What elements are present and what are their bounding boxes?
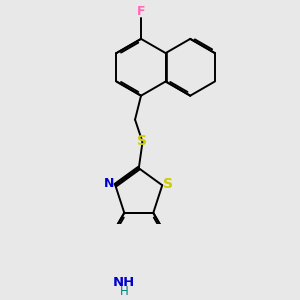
Text: S: S [137,134,147,148]
Text: F: F [137,5,145,19]
Text: S: S [163,177,173,191]
Text: H: H [120,285,129,298]
Text: NH: NH [113,276,135,289]
Text: N: N [103,177,114,190]
